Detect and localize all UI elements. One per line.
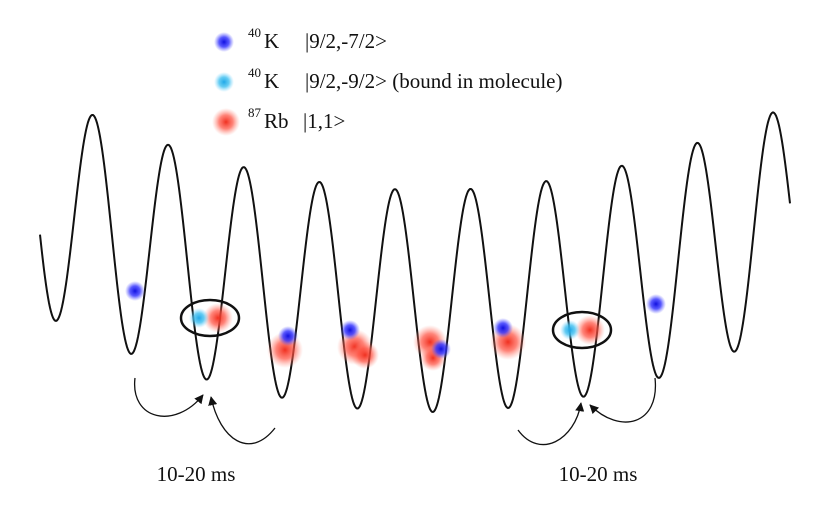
element: Rb: [264, 109, 289, 133]
rb-atom: [351, 341, 379, 369]
state: |1,1>: [303, 109, 345, 133]
atoms: [125, 281, 666, 371]
k-bound-atom: [560, 320, 580, 340]
k-atom: [340, 320, 360, 340]
arrow: [208, 396, 276, 445]
molecule-ring: [551, 310, 613, 350]
legend-dot: [214, 72, 234, 92]
arrow: [589, 377, 656, 423]
time-label: 10-20 ms: [559, 462, 638, 486]
state: |9/2,-9/2> (bound in molecule): [305, 69, 563, 93]
element: K: [264, 69, 279, 93]
element: K: [264, 29, 279, 53]
k-bound-atom: [189, 308, 209, 328]
rb-atom: [203, 303, 233, 333]
k-atom: [125, 281, 145, 301]
k-atom: [278, 326, 298, 346]
arrows: [134, 377, 656, 446]
arrow: [134, 377, 204, 417]
k-atom: [431, 339, 451, 359]
mass-number: 87: [248, 105, 262, 120]
time-label: 10-20 ms: [157, 462, 236, 486]
state: |9/2,-7/2>: [305, 29, 387, 53]
legend: 40 K |9/2,-7/2> 40 K |9/2,-9/2> (bound i…: [212, 25, 563, 136]
legend-dot: [214, 32, 234, 52]
arrow: [517, 402, 585, 446]
molecule-ring: [179, 298, 241, 338]
mass-number: 40: [248, 65, 261, 80]
rb-atom: [575, 315, 605, 345]
lattice-potential: [39, 111, 791, 414]
legend-dot: [212, 108, 240, 136]
k-atom: [646, 294, 666, 314]
k-atom: [493, 318, 513, 338]
mass-number: 40: [248, 25, 261, 40]
